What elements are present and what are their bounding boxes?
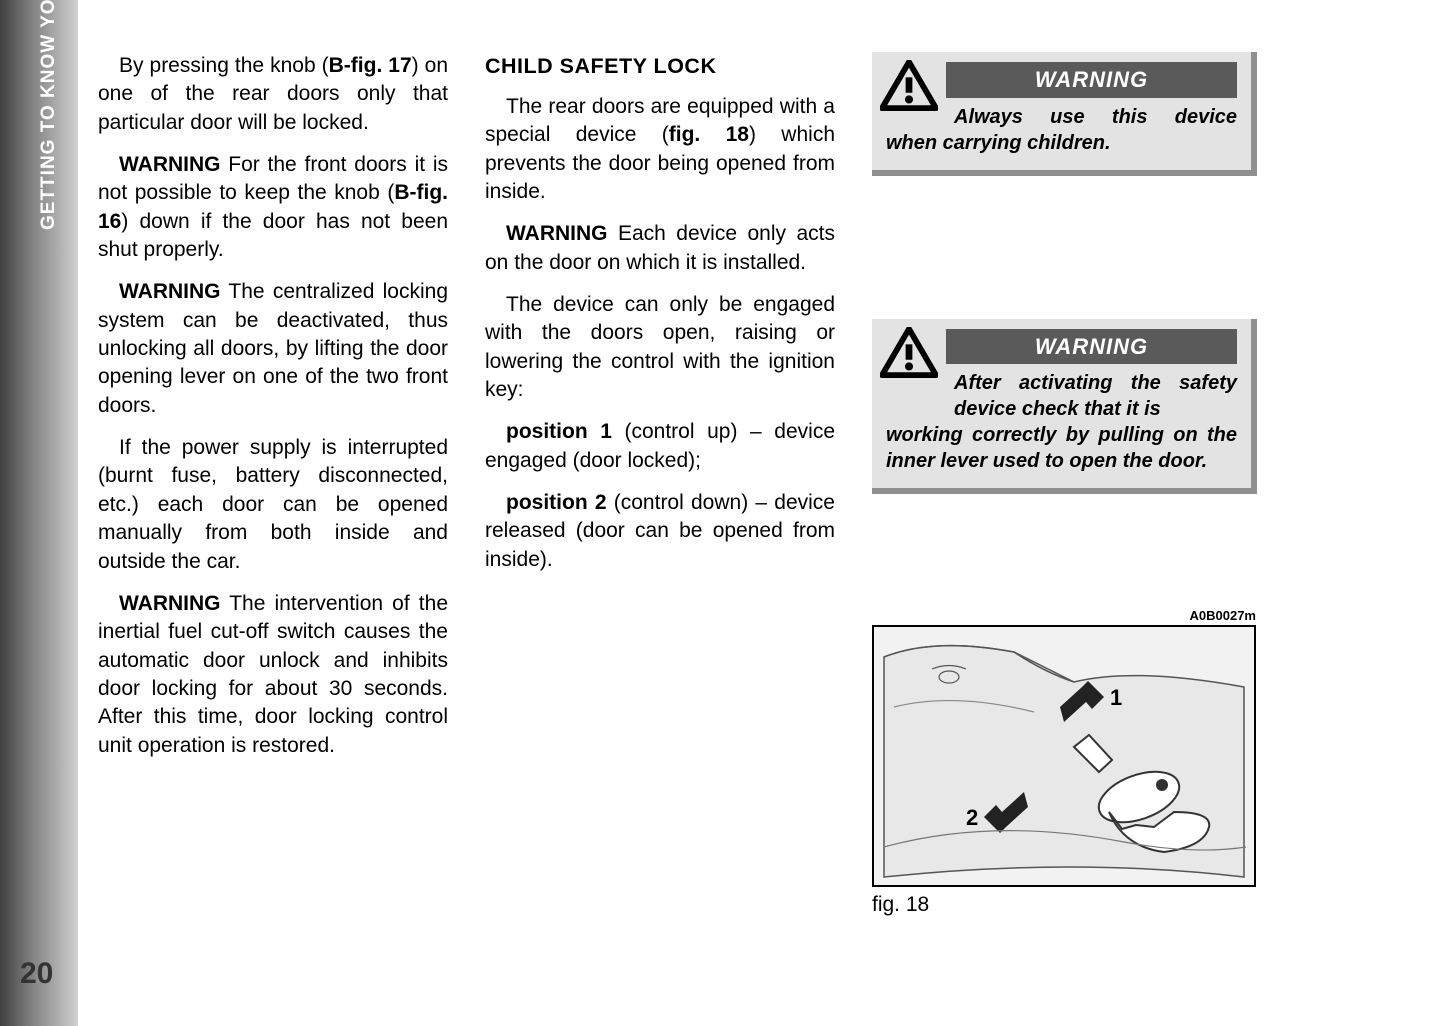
warning-triangle-icon [880, 327, 938, 379]
warning-box-1: WARNING Always use this device when carr… [872, 52, 1257, 176]
warning-body-2: After activating the safety device check… [886, 370, 1237, 474]
figure-label-1: 1 [1110, 685, 1122, 710]
col2-p3: The device can only be engaged with the … [485, 291, 835, 404]
warning-body-1: Always use this device when carrying chi… [886, 104, 1237, 156]
column-2: CHILD SAFETY LOCK The rear doors are equ… [485, 52, 835, 588]
page-number: 20 [20, 957, 53, 991]
col1-p1: By pressing the knob (B-fig. 17) on one … [98, 52, 448, 137]
child-safety-heading: CHILD SAFETY LOCK [485, 52, 835, 81]
col2-p2: WARNING Each device only acts on the doo… [485, 220, 835, 277]
warning-triangle-icon [880, 60, 938, 112]
col1-p3: WARNING The centralized locking system c… [98, 278, 448, 420]
col2-p1: The rear doors are equipped with a speci… [485, 93, 835, 206]
column-3: WARNING Always use this device when carr… [872, 52, 1257, 522]
figure-label-2: 2 [966, 805, 978, 830]
side-tab-label: GETTING TO KNOW YOUR CAR [38, 0, 60, 230]
col1-p2: WARNING For the front doors it is not po… [98, 151, 448, 264]
col1-p5: WARNING The intervention of the inertial… [98, 590, 448, 760]
figure-image: 1 2 [872, 625, 1256, 887]
warning-header-2: WARNING [946, 329, 1237, 365]
col1-p4: If the power supply is interrupted (burn… [98, 434, 448, 576]
warning-header-1: WARNING [946, 62, 1237, 98]
column-1: By pressing the knob (B-fig. 17) on one … [98, 52, 448, 774]
col2-p4: position 1 (control up) – device engaged… [485, 418, 835, 475]
figure-18: A0B0027m 1 2 fig. 18 [872, 608, 1256, 917]
side-tab: GETTING TO KNOW YOUR CAR [0, 0, 78, 1026]
col2-p5: position 2 (control down) – device relea… [485, 489, 835, 574]
warning-box-2: WARNING After activating the safety devi… [872, 319, 1257, 495]
figure-code: A0B0027m [872, 608, 1256, 623]
figure-caption: fig. 18 [872, 893, 1256, 917]
